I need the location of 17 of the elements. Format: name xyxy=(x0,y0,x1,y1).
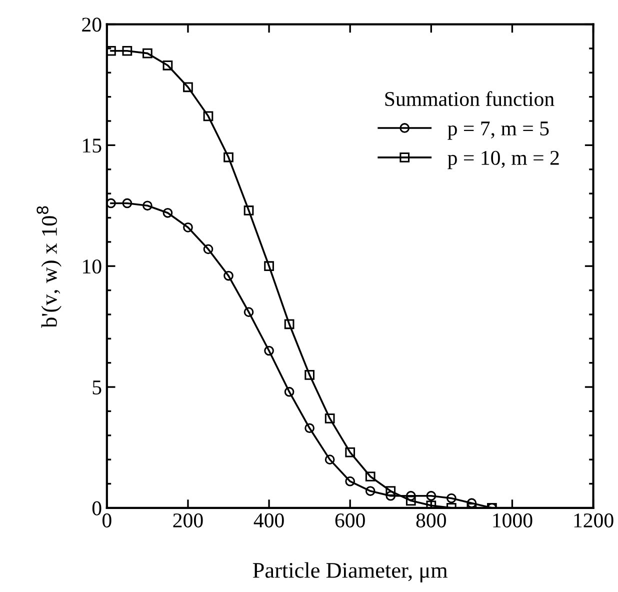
y-axis-title: b'(v, w) x 10$^{8}$ xyxy=(36,206,62,328)
y-tick-label: 0 xyxy=(92,501,102,516)
x-tick-label: 1000 xyxy=(493,513,532,528)
y-tick-label: 20 xyxy=(82,18,102,32)
y-tick-label: 10 xyxy=(83,259,102,274)
x-tick-label: 800 xyxy=(416,513,446,528)
legend-label: p = 7, m = 5 xyxy=(448,122,549,140)
legend-title: Summation function xyxy=(385,91,554,106)
x-tick-label: 1200 xyxy=(574,513,614,528)
y-tick-label: 15 xyxy=(83,138,102,153)
x-tick-label: 600 xyxy=(335,513,365,528)
legend-label: p = 10, m = 2 xyxy=(448,150,559,170)
x-tick-label: 400 xyxy=(254,513,284,528)
x-tick-label: 0 xyxy=(102,513,112,528)
x-tick-label: 200 xyxy=(173,513,203,528)
y-tick-label: 5 xyxy=(92,380,102,394)
x-axis-title: Particle Diameter, μm xyxy=(252,562,448,582)
